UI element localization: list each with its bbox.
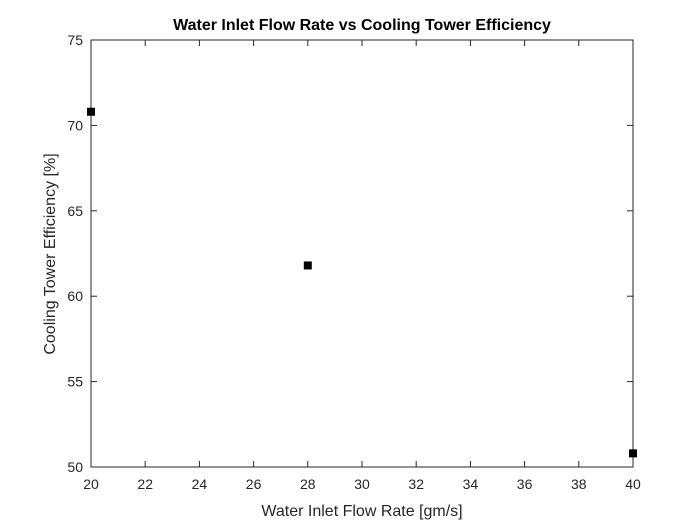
x-tick-label: 26 — [246, 476, 262, 492]
axes-box — [90, 39, 634, 468]
x-tick-label: 28 — [300, 476, 316, 492]
y-tick-label: 70 — [67, 117, 83, 133]
y-tick-label: 75 — [67, 32, 83, 48]
y-tick-label: 60 — [67, 288, 83, 304]
x-tick-label: 34 — [463, 476, 479, 492]
data-point — [303, 261, 312, 270]
x-tick-label: 22 — [137, 476, 153, 492]
x-tick-label: 38 — [571, 476, 587, 492]
x-axis-label: Water Inlet Flow Rate [gm/s] — [261, 503, 462, 520]
y-tick-label: 50 — [67, 459, 83, 475]
y-axis-label: Cooling Tower Efficiency [%] — [42, 153, 59, 354]
x-tick-label: 40 — [625, 476, 641, 492]
x-tick-label: 24 — [192, 476, 208, 492]
x-tick-label: 30 — [354, 476, 370, 492]
chart-title: Water Inlet Flow Rate vs Cooling Tower E… — [173, 17, 551, 34]
x-tick-label: 32 — [408, 476, 424, 492]
plot-area: 20 22 24 26 28 30 32 34 36 38 40 50 55 60 65 70 75 — [67, 32, 641, 492]
data-point — [87, 107, 95, 116]
x-tick-label: 36 — [517, 476, 533, 492]
data-point — [629, 449, 637, 458]
y-tick-label: 55 — [67, 374, 83, 390]
x-tick-label: 20 — [83, 476, 99, 492]
y-tick-label: 65 — [67, 203, 83, 219]
